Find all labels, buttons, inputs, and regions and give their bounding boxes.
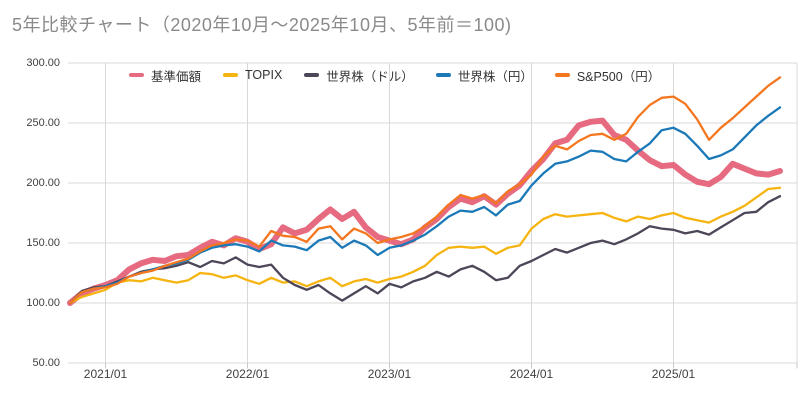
legend-marker-icon	[304, 72, 320, 78]
y-axis-label: 250.00	[26, 116, 60, 129]
x-axis-label: 2025/01	[651, 367, 696, 381]
legend-marker-icon	[435, 72, 451, 78]
y-axis-label: 50.00	[32, 356, 60, 369]
legend-marker-icon	[223, 72, 239, 78]
series-line-TOPIX	[68, 186, 782, 305]
chart-legend: 基準価額 TOPIX 世界株（ドル） 世界株（円） S&P500（円）	[129, 65, 660, 85]
x-axis-label: 2024/01	[509, 367, 554, 381]
y-axis-label: 150.00	[26, 236, 60, 249]
legend-label: 世界株（円）	[457, 69, 533, 84]
series-line-S&P500（円）	[68, 76, 782, 305]
legend-item-基準価額: 基準価額	[129, 66, 201, 85]
x-axis-label: 2022/01	[225, 367, 270, 381]
legend-item-S&P500（円）: S&P500（円）	[554, 66, 661, 85]
legend-item-世界株（円）: 世界株（円）	[435, 66, 533, 85]
x-axis-label: 2023/01	[367, 367, 412, 381]
legend-marker-icon	[129, 72, 144, 78]
legend-label: 基準価額	[151, 69, 202, 84]
y-axis-label: 100.00	[26, 296, 60, 309]
legend-label: S&P500（円）	[576, 69, 661, 84]
legend-label: 世界株（ドル）	[326, 69, 414, 84]
legend-item-TOPIX: TOPIX	[223, 68, 282, 82]
legend-marker-icon	[554, 72, 570, 78]
series-line-世界株（ドル）	[68, 195, 782, 305]
y-axis-label: 300.00	[26, 56, 60, 69]
x-axis-label: 2021/01	[83, 367, 128, 381]
y-axis-label: 200.00	[26, 176, 60, 189]
chart-title: 5年比較チャート（2020年10月～2025年10月、5年前＝100)	[12, 15, 512, 35]
legend-item-世界株（ドル）: 世界株（ドル）	[304, 66, 414, 85]
legend-label: TOPIX	[245, 68, 283, 82]
